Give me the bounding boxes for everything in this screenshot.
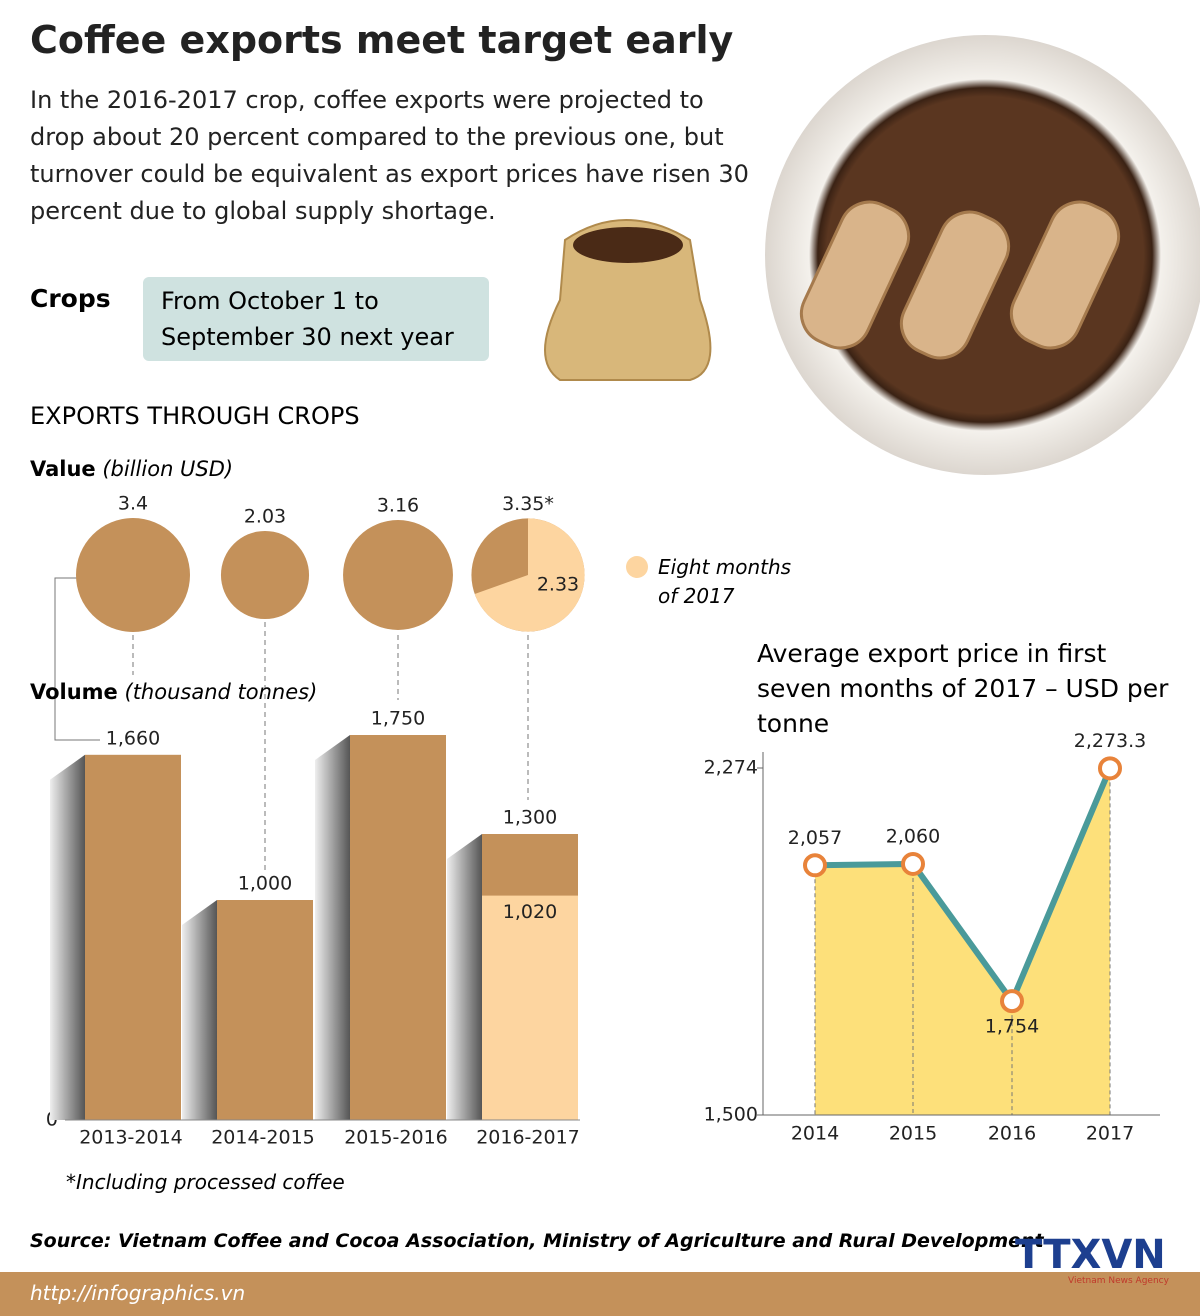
point [803, 853, 827, 878]
x-tick-label: 2015-2016 [344, 1127, 448, 1149]
bar [85, 754, 181, 1120]
source: Source: Vietnam Coffee and Cocoa Associa… [30, 1230, 1044, 1252]
bar [217, 900, 313, 1120]
crops-box: From October 1 to September 30 next year [143, 277, 489, 361]
bar-shadow [50, 754, 85, 1120]
bar-label: 1,750 [371, 708, 425, 730]
title: Coffee exports meet target early [30, 18, 734, 62]
bubble-label: 3.35* [502, 493, 554, 515]
bar-label: 1,000 [238, 873, 292, 895]
url: http://infographics.vn [30, 1281, 246, 1305]
x-tick-label: 2016-2017 [476, 1127, 580, 1149]
bar-part-label: 1,020 [503, 901, 557, 923]
bubble-part [474, 518, 585, 632]
bubble-label: 3.4 [118, 493, 148, 515]
footnote: *Including processed coffee [66, 1170, 345, 1194]
point-label: 2,060 [886, 825, 940, 847]
x-tick-label: 2014 [791, 1123, 839, 1145]
bubble-label: 3.16 [377, 495, 419, 517]
logo: TTXVN [1015, 1232, 1166, 1278]
bar-label: 1,660 [106, 727, 160, 749]
bar-label: 1,300 [503, 807, 557, 829]
line [814, 767, 1113, 1008]
value-subtitle: (billion USD) [102, 457, 234, 481]
coffee-sack [544, 219, 712, 381]
bubble-part-label: 2.33 [537, 574, 579, 596]
x-tick-label: 2013-2014 [79, 1127, 183, 1149]
value-heading: Value (billion USD) [30, 457, 233, 481]
legend-marker [626, 556, 648, 578]
volume-title: Volume [30, 680, 118, 704]
point-label: 1,754 [985, 1016, 1039, 1038]
sack-beans [573, 227, 683, 263]
x-tick-label: 2017 [1086, 1123, 1134, 1145]
y-tick-label: 1,500 [704, 1104, 758, 1126]
legend-text: Eight months of 2017 [658, 555, 792, 608]
x-tick-label: 2016 [988, 1123, 1036, 1145]
bubble [76, 518, 190, 632]
footer-band [0, 1272, 1200, 1316]
bar [350, 735, 446, 1120]
bar-part [482, 895, 578, 1120]
bar-shadow [182, 900, 217, 1120]
point [1098, 756, 1122, 781]
connectors [54, 577, 529, 870]
point [1000, 989, 1024, 1014]
bubble [220, 530, 310, 620]
crops-label: Crops [30, 284, 111, 313]
line-title: Average export price in first seven mont… [757, 639, 1169, 738]
area [815, 768, 1110, 1115]
x-tick-label: 2015 [889, 1123, 937, 1145]
point-label: 2,273.3 [1074, 730, 1147, 752]
section-title: EXPORTS THROUGH CROPS [30, 402, 360, 430]
point [901, 851, 925, 876]
value-title: Value [30, 457, 96, 481]
logo-sub: Vietnam News Agency [1068, 1276, 1169, 1286]
volume-heading: Volume (thousand tonnes) [30, 680, 317, 704]
bar-shadow [315, 735, 350, 1120]
x-tick-label: 2014-2015 [211, 1127, 315, 1149]
bubble-label: 2.03 [244, 505, 286, 527]
volume-subtitle: (thousand tonnes) [124, 680, 318, 704]
intro: In the 2016-2017 crop, coffee exports we… [30, 86, 749, 225]
point-label: 2,057 [788, 827, 842, 849]
scoops [799, 200, 1121, 360]
bubble [343, 520, 453, 630]
y-tick-label: 2,274 [704, 757, 758, 779]
bar-shadow [447, 834, 482, 1120]
